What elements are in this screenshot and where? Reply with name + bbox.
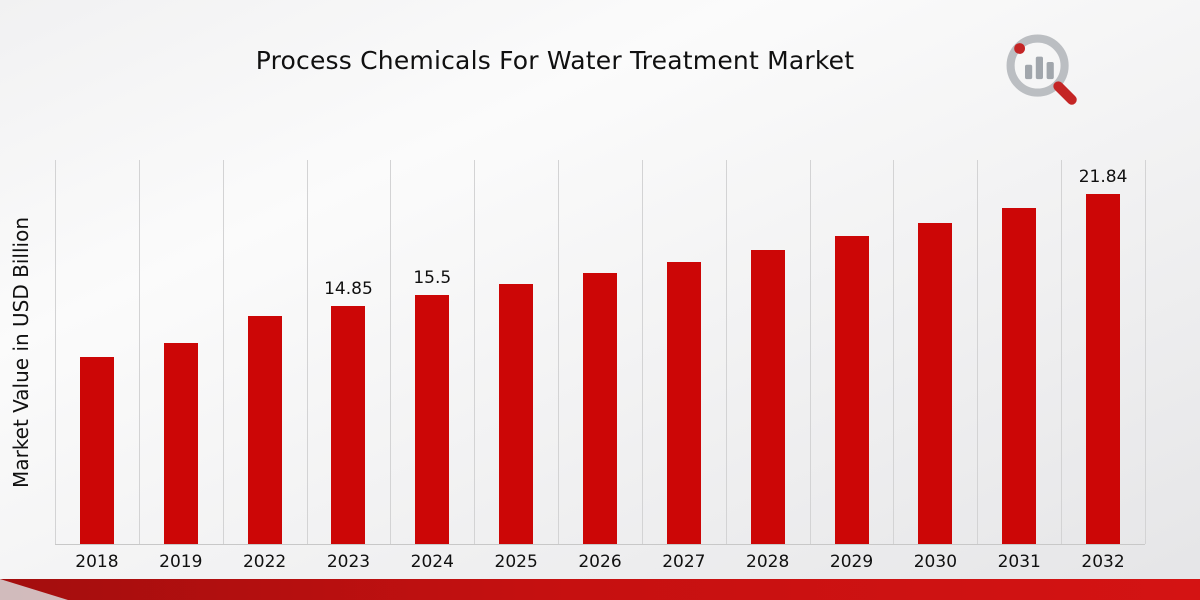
gridline: [139, 160, 140, 544]
bar-2018: [80, 357, 114, 544]
bar-2029: [835, 236, 869, 544]
gridline: [307, 160, 308, 544]
magnifier-ring: [1006, 34, 1069, 97]
footer-strip: [0, 579, 1200, 600]
brand-magnifier-logo-icon: [1006, 34, 1077, 105]
logo-red-dot: [1014, 43, 1025, 54]
x-tick-label-2025: 2025: [494, 552, 538, 572]
magnifier-handle: [1053, 81, 1077, 105]
bar-2026: [583, 273, 617, 544]
x-tick-label-2022: 2022: [242, 552, 287, 572]
bar-value-label-2032: 21.84: [1078, 167, 1128, 187]
gridline: [810, 160, 811, 544]
bar-2023: [331, 306, 365, 544]
y-axis-title: Market Value in USD Billion: [9, 217, 33, 488]
gridline: [642, 160, 643, 544]
bar-2027: [667, 262, 701, 544]
y-axis-title-wrap: Market Value in USD Billion: [4, 160, 38, 545]
x-tick-label-2029: 2029: [829, 552, 874, 572]
gridline: [977, 160, 978, 544]
x-tick-label-2030: 2030: [913, 552, 958, 572]
bar-2032: [1086, 194, 1120, 544]
logo-bar-small: [1025, 64, 1033, 80]
bar-2025: [499, 284, 533, 544]
x-tick-label-2018: 2018: [75, 552, 119, 572]
bar-2022: [248, 316, 282, 544]
gridline: [726, 160, 727, 544]
bar-value-label-2024: 15.5: [413, 268, 452, 288]
x-tick-label-2019: 2019: [159, 552, 203, 572]
x-tick-label-2026: 2026: [578, 552, 622, 572]
x-tick-label-2027: 2027: [662, 552, 706, 572]
gridline: [1145, 160, 1146, 544]
x-tick-label-2031: 2031: [997, 552, 1041, 572]
chart-title: Process Chemicals For Water Treatment Ma…: [255, 46, 855, 75]
bar-2019: [164, 343, 198, 544]
footer-notch: [0, 579, 68, 600]
gridline: [474, 160, 475, 544]
logo-bar-tall: [1035, 56, 1043, 80]
x-axis-ticks: 2018 2019 2022 2023 2024 2025 2026 2027 2028 2029…: [55, 552, 1145, 576]
logo-bar-medium: [1046, 62, 1054, 80]
bar-2024: [415, 295, 449, 544]
gridline: [1061, 160, 1062, 544]
bar-2030: [918, 223, 952, 544]
gridline: [390, 160, 391, 544]
x-tick-label-2028: 2028: [746, 552, 790, 572]
plot-area: 14.85 15.5 21.84: [55, 160, 1146, 545]
gridline: [893, 160, 894, 544]
x-tick-label-2024: 2024: [410, 552, 454, 572]
gridline: [55, 160, 56, 544]
x-tick-label-2023: 2023: [326, 552, 371, 572]
bar-2031: [1002, 208, 1036, 544]
x-tick-label-2032: 2032: [1081, 552, 1125, 572]
bar-2028: [751, 250, 785, 544]
gridline: [558, 160, 559, 544]
bar-value-label-2023: 14.85: [324, 279, 373, 299]
gridline: [223, 160, 224, 544]
